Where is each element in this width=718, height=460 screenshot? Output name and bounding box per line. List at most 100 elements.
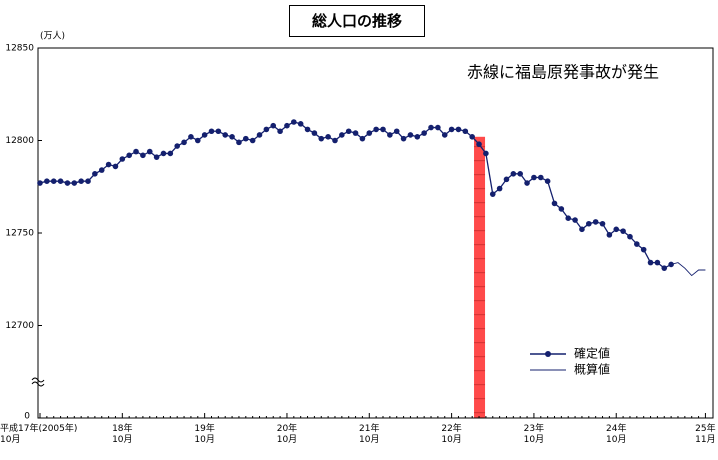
data-point <box>263 126 270 133</box>
data-point <box>544 178 551 184</box>
data-point <box>606 232 613 238</box>
data-point <box>119 156 126 162</box>
data-point <box>215 128 222 135</box>
event-highlight <box>474 136 486 419</box>
data-point <box>586 220 592 227</box>
data-point <box>654 259 661 266</box>
data-point <box>92 171 98 177</box>
annotation: 赤線に福島原発事故が発生 <box>467 63 659 82</box>
y-tick-label: 12800 <box>5 136 34 146</box>
x-tick-label: 21年 10月 <box>359 424 380 445</box>
data-point <box>503 176 510 183</box>
data-point <box>613 226 620 233</box>
data-point <box>572 217 578 223</box>
y-tick-label: 12750 <box>5 229 34 239</box>
data-point <box>455 126 462 133</box>
data-point <box>236 139 242 146</box>
data-point <box>249 137 256 144</box>
data-point <box>167 150 174 157</box>
data-point <box>345 128 352 135</box>
legend-label: 概算値 <box>574 362 610 377</box>
data-point <box>57 178 64 184</box>
data-point <box>297 121 304 127</box>
data-point <box>188 134 194 140</box>
data-point <box>284 122 290 129</box>
data-point <box>421 130 427 136</box>
data-point <box>620 228 626 234</box>
data-point <box>208 128 215 135</box>
x-tick-label: 18年 10月 <box>112 424 133 445</box>
data-point <box>304 126 311 133</box>
data-point <box>339 132 345 138</box>
data-point <box>558 206 565 212</box>
data-point <box>352 130 359 136</box>
x-tick-label: 平成17年(2005年) 10月 <box>0 424 78 445</box>
data-point <box>64 180 71 186</box>
data-point <box>243 135 249 142</box>
data-point <box>71 180 78 186</box>
data-point <box>592 219 599 225</box>
x-tick-label: 22年 10月 <box>441 424 462 445</box>
data-point <box>174 143 180 149</box>
data-point <box>380 126 386 133</box>
data-point <box>400 135 407 142</box>
data-point <box>428 124 434 131</box>
data-point <box>37 180 43 186</box>
data-point <box>551 200 558 207</box>
data-point <box>496 185 503 192</box>
data-point <box>201 132 208 138</box>
data-point <box>78 178 84 184</box>
data-point <box>476 141 482 147</box>
data-point <box>318 135 325 142</box>
chart-title: 総人口の推移 <box>289 5 425 37</box>
data-point <box>325 134 331 140</box>
data-point <box>229 134 235 140</box>
data-point <box>222 132 229 138</box>
data-point <box>126 152 132 159</box>
data-point <box>311 130 318 136</box>
data-point <box>414 134 421 140</box>
data-point <box>531 174 537 181</box>
data-point <box>277 128 283 135</box>
data-point <box>85 178 91 184</box>
data-point <box>366 130 373 136</box>
data-point <box>565 215 572 221</box>
data-point <box>140 152 146 159</box>
y-tick-label: 12700 <box>5 321 34 331</box>
data-point <box>441 132 448 138</box>
data-point <box>44 178 50 184</box>
x-tick-label: 23年 10月 <box>523 424 545 445</box>
data-point <box>160 150 167 157</box>
data-point <box>661 265 668 271</box>
data-point <box>332 137 338 144</box>
data-point <box>435 124 441 131</box>
data-point <box>105 161 112 168</box>
series-line <box>671 262 706 277</box>
data-point <box>146 148 153 155</box>
data-point <box>181 139 187 146</box>
legend-label: 確定値 <box>574 346 610 361</box>
x-tick-label: 19年 10月 <box>194 424 215 445</box>
data-point <box>194 137 201 144</box>
data-point <box>599 220 606 227</box>
series-line <box>39 121 672 269</box>
data-point <box>469 134 475 140</box>
x-tick-label: 20年 10月 <box>276 424 298 445</box>
data-point <box>50 178 57 184</box>
data-point <box>634 241 640 247</box>
legend-marker <box>545 351 551 357</box>
data-point <box>462 128 469 135</box>
data-point <box>640 246 647 253</box>
data-point <box>517 171 523 177</box>
data-point <box>359 135 366 142</box>
data-point <box>524 180 530 186</box>
data-point <box>448 126 455 133</box>
data-point <box>153 154 160 160</box>
data-point <box>537 174 544 181</box>
x-tick-label: 24年 10月 <box>606 424 627 445</box>
data-point <box>579 226 585 233</box>
x-tick-label: 25年 11月 <box>695 424 716 445</box>
data-point <box>483 150 489 157</box>
